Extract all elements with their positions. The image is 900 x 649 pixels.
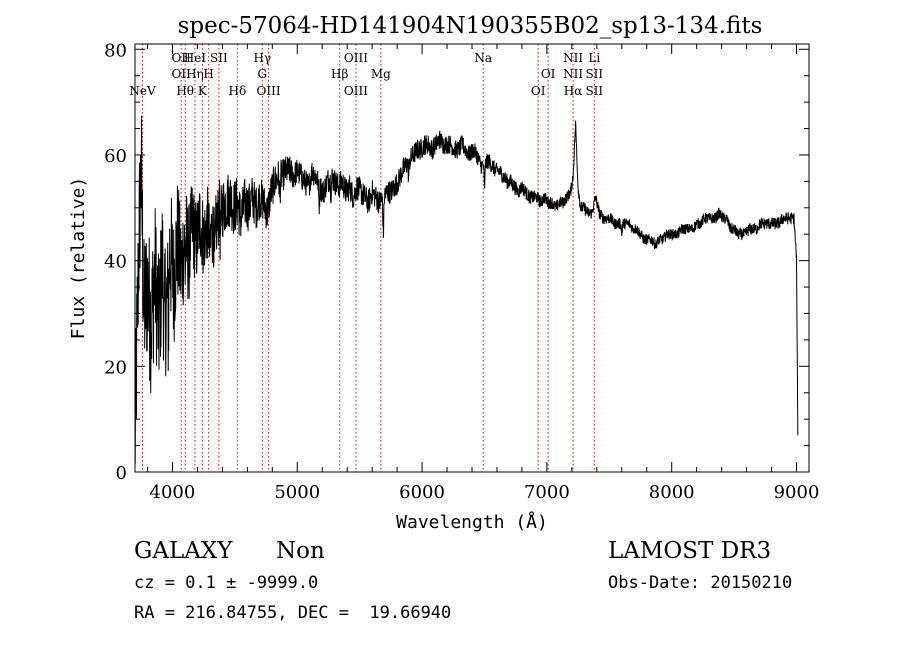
x-tick-label: 8000 xyxy=(649,482,695,503)
line-marker-label: SII xyxy=(210,51,228,65)
line-marker-label: Hθ xyxy=(176,84,194,98)
line-marker-label: Na xyxy=(474,51,492,65)
x-tick-label: 7000 xyxy=(524,482,570,503)
line-marker-label: Hα xyxy=(564,84,583,98)
line-marker-label: OI xyxy=(531,84,546,98)
x-axis-label: Wavelength (Å) xyxy=(396,511,548,533)
object-subclass: Non xyxy=(276,538,325,564)
y-tick-label: 40 xyxy=(104,252,127,273)
radec-text: RA = 216.84755, DEC = 19.66940 xyxy=(134,603,452,623)
tick-marks: 4000 5000 6000 7000 8000 9000 0 20 40 60 80 xyxy=(104,40,819,503)
axes xyxy=(134,43,810,473)
line-marker-label: SII xyxy=(585,67,603,81)
survey-name: LAMOST DR3 xyxy=(608,538,772,564)
line-marker-label: OIII xyxy=(344,84,368,98)
line-marker-label: H xyxy=(203,67,213,81)
line-marker-label: Hδ xyxy=(228,84,246,98)
line-marker-label: OIII xyxy=(257,84,281,98)
line-marker-label: OIII xyxy=(344,51,368,65)
y-axis-label: Flux (relative) xyxy=(68,177,89,340)
obs-date-text: Obs-Date: 20150210 xyxy=(608,573,793,593)
line-marker-label: OI xyxy=(541,67,556,81)
line-marker-label: OII xyxy=(172,51,192,65)
plot-frame xyxy=(134,43,810,473)
y-tick-label: 80 xyxy=(104,40,127,61)
line-marker-label: Hβ xyxy=(331,67,348,81)
spectrum-line xyxy=(134,115,799,464)
line-marker-label: SII xyxy=(585,84,603,98)
x-tick-label: 4000 xyxy=(150,482,196,503)
line-markers: NeV OII OII Hθ HeI Hη KH SII Hδ Hγ G OIII Hβ OIII OIII… xyxy=(129,44,603,472)
y-tick-label: 20 xyxy=(104,357,127,378)
line-marker-label: Mg xyxy=(371,67,391,81)
y-tick-label: 60 xyxy=(104,146,127,167)
line-marker-label: HeI xyxy=(184,51,207,65)
x-tick-label: 5000 xyxy=(274,482,320,503)
line-marker-label: K xyxy=(198,84,208,98)
line-marker-label: NII xyxy=(563,51,583,65)
line-marker-label: NII xyxy=(563,67,583,81)
line-marker-label: Li xyxy=(588,51,600,65)
redshift-text: cz = 0.1 ± -9999.0 xyxy=(134,573,319,593)
chart-title: spec-57064-HD141904N190355B02_sp13-134.f… xyxy=(178,13,763,39)
line-marker-label: Hγ xyxy=(253,51,271,65)
x-tick-label: 9000 xyxy=(774,482,820,503)
y-tick-label: 0 xyxy=(116,463,127,484)
object-class: GALAXY xyxy=(134,538,233,564)
line-marker-label: G xyxy=(258,67,268,81)
line-marker-label: Hη xyxy=(186,67,204,81)
line-marker-label: OII xyxy=(172,67,192,81)
x-tick-label: 6000 xyxy=(399,482,445,503)
line-marker-label: NeV xyxy=(129,84,156,98)
